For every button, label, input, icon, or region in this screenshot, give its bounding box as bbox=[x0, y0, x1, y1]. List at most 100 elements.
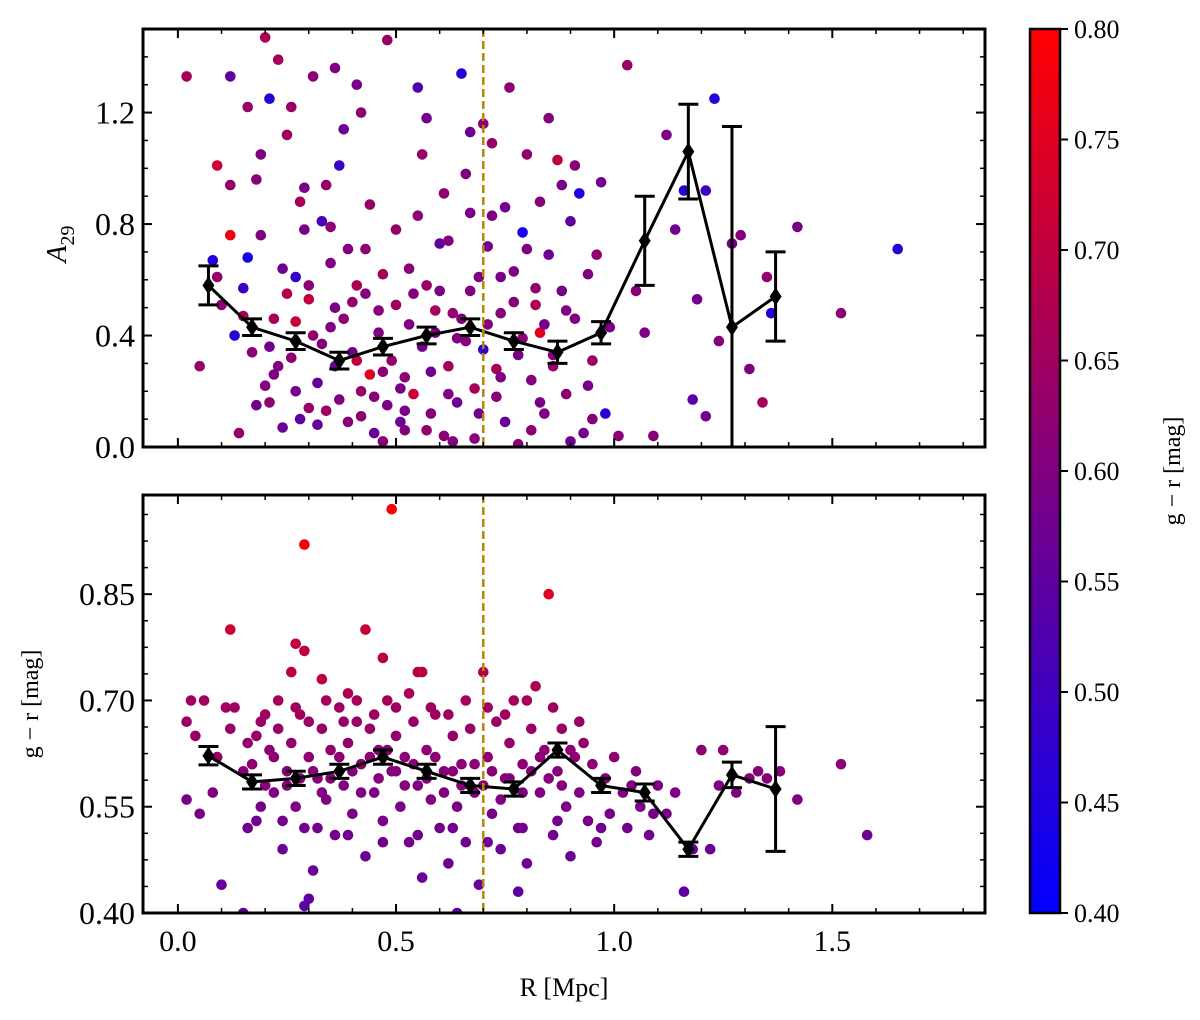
bottom-scatter-point bbox=[582, 815, 594, 827]
top-scatter-point bbox=[482, 319, 494, 330]
bottom-binned-marker bbox=[551, 741, 564, 760]
top-scatter-point bbox=[355, 386, 367, 397]
top-scatter-point bbox=[382, 399, 393, 411]
top-scatter-point bbox=[255, 149, 267, 160]
top-scatter-point bbox=[268, 369, 280, 380]
top-scatter-point bbox=[526, 425, 537, 436]
bottom-scatter-point bbox=[334, 751, 345, 763]
top-scatter-point bbox=[377, 436, 389, 447]
bottom-scatter-point bbox=[443, 858, 454, 869]
bottom-scatter-point bbox=[377, 815, 389, 827]
bottom-scatter-point bbox=[360, 851, 371, 862]
bottom-y-axis-label: g − r [mag] bbox=[18, 650, 44, 759]
top-scatter-point bbox=[386, 355, 398, 366]
bottom-scatter-point bbox=[377, 836, 389, 848]
top-scatter-point bbox=[486, 210, 498, 221]
top-scatter-point bbox=[307, 71, 319, 82]
top-scatter-point bbox=[425, 408, 437, 419]
top-scatter-point bbox=[508, 266, 520, 277]
top-scatter-point bbox=[534, 196, 546, 208]
top-scatter-point bbox=[473, 271, 485, 283]
top-scatter-point bbox=[286, 101, 297, 113]
bottom-scatter-point bbox=[251, 815, 262, 827]
top-scatter-point bbox=[225, 71, 236, 82]
top-scatter-point bbox=[587, 355, 598, 366]
top-scatter-point bbox=[539, 408, 550, 419]
top-binned-marker bbox=[725, 318, 738, 337]
top-scatter-point bbox=[299, 224, 310, 235]
bottom-scatter-point bbox=[259, 780, 271, 791]
bottom-scatter-point bbox=[290, 801, 302, 812]
bottom-scatter-point bbox=[272, 723, 284, 735]
top-scatter-point bbox=[530, 282, 541, 294]
top-scatter-point bbox=[495, 372, 507, 383]
bottom-scatter-point bbox=[495, 794, 507, 805]
bottom-scatter-point bbox=[464, 723, 476, 735]
bottom-scatter-point bbox=[456, 758, 467, 770]
bottom-scatter-point bbox=[508, 695, 520, 706]
bottom-scatter-point bbox=[329, 829, 341, 841]
top-scatter-point bbox=[181, 71, 192, 82]
bottom-scatter-point bbox=[360, 624, 371, 635]
bottom-scatter-point bbox=[451, 801, 463, 812]
top-scatter-point bbox=[765, 307, 777, 319]
bottom-scatter-point bbox=[299, 645, 310, 657]
bottom-scatter-point bbox=[185, 695, 197, 706]
top-scatter-point bbox=[211, 160, 223, 171]
bottom-scatter-point bbox=[556, 723, 568, 735]
bottom-scatter-point bbox=[447, 730, 459, 742]
bottom-scatter-point bbox=[190, 730, 201, 742]
bottom-binned-series bbox=[198, 725, 786, 859]
top-scatter-point bbox=[377, 366, 389, 378]
top-scatter-point bbox=[259, 380, 271, 392]
bottom-scatter-point bbox=[347, 808, 358, 820]
top-scatter-point bbox=[329, 62, 341, 74]
bottom-scatter-point bbox=[320, 695, 332, 706]
bottom-scatter-point bbox=[482, 751, 494, 763]
bottom-scatter-point bbox=[312, 822, 323, 834]
top-scatter-point bbox=[456, 68, 467, 79]
bottom-scatter-point bbox=[499, 709, 511, 720]
top-scatter-point bbox=[508, 296, 520, 308]
top-scatter-point bbox=[246, 347, 258, 358]
bottom-scatter-point bbox=[713, 780, 725, 791]
top-scatter-point bbox=[272, 54, 284, 65]
top-scatter-point bbox=[325, 257, 336, 269]
bottom-scatter-point bbox=[652, 780, 664, 791]
top-scatter-point bbox=[329, 302, 341, 314]
bottom-scatter-point bbox=[521, 858, 533, 869]
top-y-tick-label: 0.8 bbox=[95, 206, 135, 242]
top-scatter-point bbox=[412, 82, 424, 93]
top-binned-marker bbox=[638, 231, 651, 250]
top-scatter-point bbox=[342, 416, 354, 428]
top-scatter-point bbox=[242, 101, 253, 113]
bottom-scatter-point bbox=[303, 716, 315, 727]
top-scatter-point bbox=[307, 330, 319, 341]
colorbar-tick-label: 0.50 bbox=[1074, 678, 1120, 707]
top-scatter-point bbox=[464, 207, 476, 219]
bottom-scatter-point bbox=[565, 851, 576, 862]
bottom-scatter-point bbox=[390, 702, 402, 713]
top-scatter-point bbox=[478, 118, 489, 129]
bottom-scatter-point bbox=[421, 744, 432, 756]
top-panel: 0.0 0.4 0.8 1.2 A29 bbox=[42, 27, 987, 465]
top-scatter-point bbox=[757, 397, 768, 408]
top-scatter-point bbox=[229, 330, 240, 341]
bottom-scatter-point bbox=[534, 751, 546, 763]
bottom-scatter-point bbox=[486, 808, 498, 820]
top-scatter-point bbox=[495, 271, 507, 283]
top-scatter-point bbox=[669, 224, 681, 235]
bottom-scatter-point bbox=[552, 766, 563, 777]
top-scatter-point bbox=[290, 386, 302, 397]
bottom-scatter-point bbox=[251, 730, 262, 742]
top-scatter-point bbox=[334, 394, 345, 405]
top-scatter-point bbox=[373, 305, 384, 316]
bottom-scatter-point bbox=[626, 780, 637, 791]
bottom-scatter-point bbox=[412, 829, 424, 841]
top-scatter-point bbox=[451, 333, 463, 344]
bottom-scatter-point bbox=[835, 758, 847, 770]
bottom-binned-marker bbox=[638, 783, 651, 802]
colorbar-tick-label: 0.60 bbox=[1074, 457, 1120, 486]
top-scatter-point bbox=[565, 216, 576, 227]
colorbar-tick-label: 0.75 bbox=[1074, 126, 1120, 155]
